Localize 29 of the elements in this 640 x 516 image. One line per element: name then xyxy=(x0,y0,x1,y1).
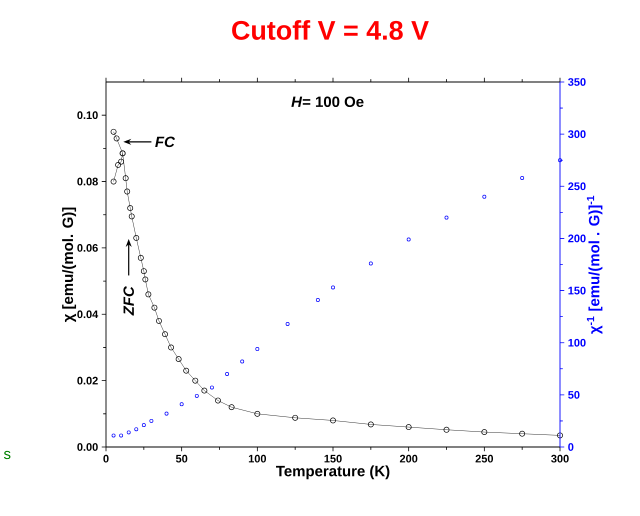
y-axis-title: χ [emu/(mol. G)] xyxy=(62,208,76,322)
text: s xyxy=(4,450,10,460)
x-tick-label: 0 xyxy=(103,454,109,463)
y-tick-label: 0.00 xyxy=(77,443,98,451)
y2-tick-label: 200 xyxy=(568,234,586,242)
y2-tick-label: 300 xyxy=(568,130,586,138)
x-tick-label: 150 xyxy=(324,454,342,463)
x-tick-label: 50 xyxy=(176,454,188,463)
y-tick-label: 0.02 xyxy=(77,376,98,385)
annotation: H= 100 Oe xyxy=(291,96,364,108)
y2-tick-label: 0 xyxy=(568,443,574,451)
annotation: FC xyxy=(155,136,176,148)
y-tick-label: 0.04 xyxy=(77,310,98,318)
y2-tick-label: 350 xyxy=(568,78,586,86)
y-tick-label: 0.10 xyxy=(77,111,98,120)
y2-axis-title: χ$^{-1}$ [emu/(mol . G)]$^{-1}$ xyxy=(586,196,602,334)
annotation: ZFC xyxy=(123,286,134,316)
y-tick-label: 0.08 xyxy=(77,178,98,186)
y2-tick-label: 100 xyxy=(568,338,586,347)
y-tick-label: 0.06 xyxy=(77,244,98,252)
chart-title: Cutoff V = 4.8 V xyxy=(232,20,429,40)
x-tick-label: 100 xyxy=(248,454,266,463)
x-tick-label: 200 xyxy=(400,454,418,463)
x-tick-label: 250 xyxy=(476,454,494,463)
y2-tick-label: 250 xyxy=(568,182,586,190)
y2-tick-label: 150 xyxy=(568,286,586,294)
x-axis-title: Temperature (K) xyxy=(276,465,390,480)
x-tick-label: 300 xyxy=(551,454,569,463)
y2-tick-label: 50 xyxy=(568,390,580,399)
